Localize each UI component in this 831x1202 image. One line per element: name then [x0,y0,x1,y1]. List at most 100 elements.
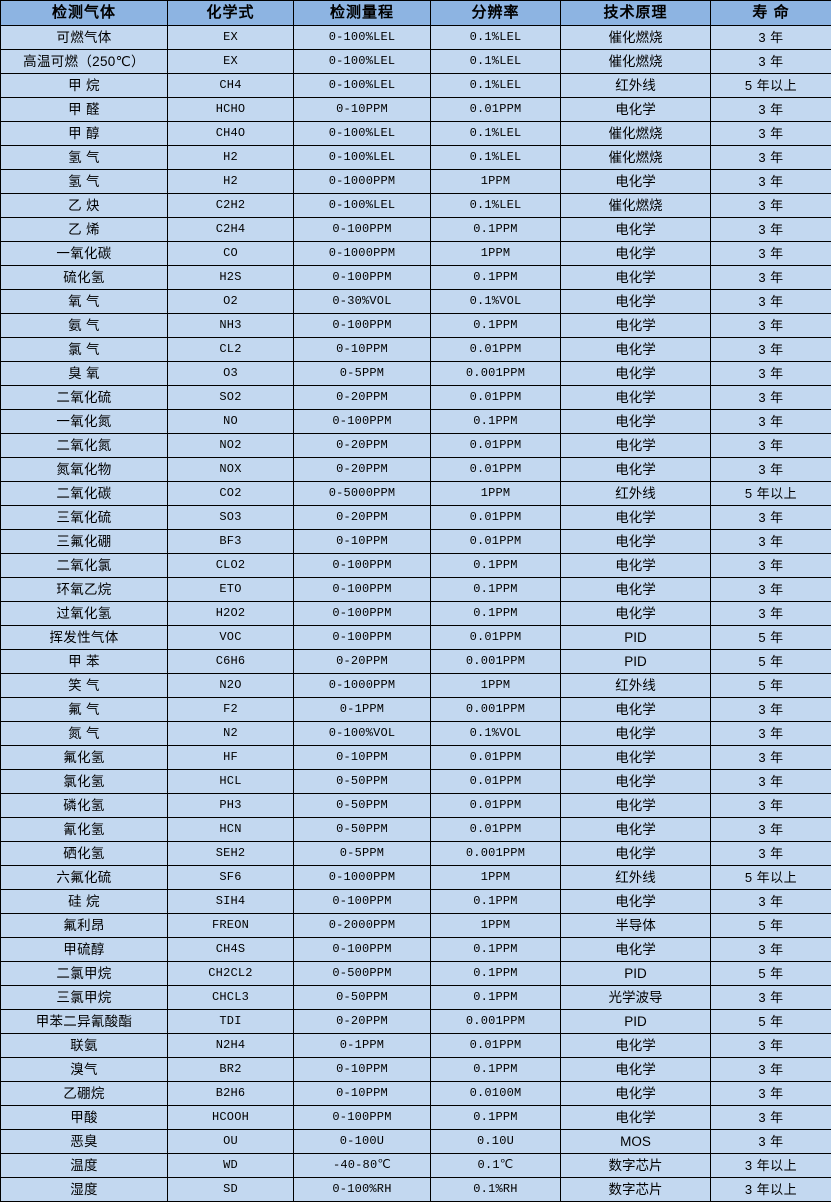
cell-range: 0-50PPM [294,818,431,842]
cell-range: 0-50PPM [294,794,431,818]
cell-life: 3 年 [711,722,831,746]
cell-gas: 氢 气 [1,146,168,170]
cell-tech: 红外线 [561,674,711,698]
cell-formula: H2 [168,170,294,194]
cell-formula: CH2CL2 [168,962,294,986]
cell-life: 3 年 [711,50,831,74]
cell-formula: HCOOH [168,1106,294,1130]
cell-life: 3 年 [711,218,831,242]
cell-tech: 红外线 [561,74,711,98]
cell-gas: 环氧乙烷 [1,578,168,602]
cell-gas: 溴气 [1,1058,168,1082]
cell-life: 5 年 [711,914,831,938]
cell-life: 3 年 [711,434,831,458]
cell-gas: 氟利昂 [1,914,168,938]
cell-gas: 联氨 [1,1034,168,1058]
cell-life: 3 年 [711,290,831,314]
cell-res: 0.01PPM [431,434,561,458]
cell-gas: 二氧化硫 [1,386,168,410]
cell-res: 0.001PPM [431,1010,561,1034]
cell-res: 1PPM [431,242,561,266]
cell-tech: 电化学 [561,554,711,578]
cell-res: 0.1%LEL [431,194,561,218]
cell-res: 0.1PPM [431,1058,561,1082]
cell-range: 0-20PPM [294,434,431,458]
cell-res: 0.01PPM [431,1034,561,1058]
cell-formula: NOX [168,458,294,482]
cell-life: 3 年 [711,530,831,554]
cell-range: 0-100PPM [294,1106,431,1130]
cell-res: 0.1%LEL [431,122,561,146]
column-header-gas: 检测气体 [1,1,168,26]
cell-res: 1PPM [431,866,561,890]
cell-range: 0-100%LEL [294,146,431,170]
cell-gas: 氧 气 [1,290,168,314]
cell-gas: 六氟化硫 [1,866,168,890]
cell-res: 0.1PPM [431,602,561,626]
cell-range: 0-20PPM [294,458,431,482]
cell-gas: 甲 烷 [1,74,168,98]
cell-range: 0-50PPM [294,986,431,1010]
cell-formula: H2 [168,146,294,170]
cell-range: 0-100PPM [294,410,431,434]
cell-res: 0.01PPM [431,626,561,650]
cell-gas: 乙 炔 [1,194,168,218]
cell-life: 3 年 [711,1082,831,1106]
cell-formula: N2O [168,674,294,698]
cell-life: 5 年以上 [711,74,831,98]
column-header-range: 检测量程 [294,1,431,26]
cell-gas: 高温可燃（250℃） [1,50,168,74]
cell-formula: O3 [168,362,294,386]
cell-life: 3 年 [711,602,831,626]
cell-res: 0.1%VOL [431,290,561,314]
cell-res: 0.01PPM [431,818,561,842]
cell-formula: CH4 [168,74,294,98]
cell-range: 0-100PPM [294,938,431,962]
cell-formula: EX [168,50,294,74]
cell-life: 3 年 [711,26,831,50]
cell-gas: 湿度 [1,1178,168,1202]
cell-formula: TDI [168,1010,294,1034]
cell-formula: SIH4 [168,890,294,914]
cell-gas: 硫化氢 [1,266,168,290]
cell-gas: 氨 气 [1,314,168,338]
cell-res: 0.1PPM [431,266,561,290]
cell-range: 0-20PPM [294,386,431,410]
cell-life: 3 年 [711,770,831,794]
cell-tech: 电化学 [561,602,711,626]
cell-res: 0.1PPM [431,218,561,242]
cell-tech: 电化学 [561,218,711,242]
cell-gas: 氢 气 [1,170,168,194]
cell-formula: C2H2 [168,194,294,218]
cell-formula: CH4O [168,122,294,146]
cell-range: -40-80℃ [294,1154,431,1178]
cell-res: 0.1%RH [431,1178,561,1202]
cell-tech: MOS [561,1130,711,1154]
cell-range: 0-1000PPM [294,866,431,890]
cell-life: 3 年 [711,890,831,914]
cell-life: 3 年 [711,170,831,194]
cell-res: 0.1PPM [431,554,561,578]
cell-life: 3 年 [711,266,831,290]
cell-range: 0-5PPM [294,842,431,866]
cell-life: 5 年 [711,626,831,650]
